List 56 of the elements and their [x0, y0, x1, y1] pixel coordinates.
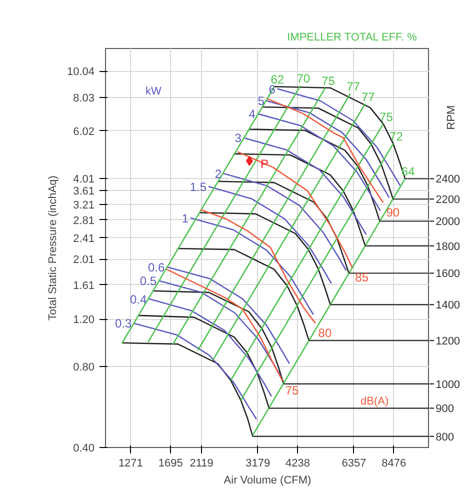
- series-label: 72: [390, 130, 404, 144]
- series-label: 5: [258, 94, 265, 108]
- y-tick-label: 0.40: [73, 442, 95, 454]
- series-label: 4: [248, 107, 256, 122]
- annotation: 1200: [436, 336, 460, 348]
- annotation: 800: [436, 431, 454, 444]
- y-tick-label: 1.20: [73, 314, 95, 326]
- y2-axis-title: RPM: [446, 105, 458, 130]
- series-label: 0.5: [140, 274, 157, 288]
- y-tick-label: 1.61: [73, 280, 95, 292]
- annotation: 900: [436, 403, 454, 416]
- annotation: 2400: [436, 174, 460, 186]
- text: IMPELLER TOTAL EFF. %: [287, 32, 418, 44]
- series-label: 77: [346, 80, 360, 94]
- x-tick-label: 8476: [382, 458, 406, 470]
- x-tick-label: 2119: [190, 458, 214, 470]
- y-tick-label: 3.21: [73, 199, 95, 212]
- x-tick-label: 1695: [158, 458, 183, 470]
- series-label: 1.5: [190, 180, 207, 194]
- annotation: 1800: [436, 240, 460, 253]
- y-tick-label: 0.80: [73, 362, 95, 374]
- series-label: 75: [285, 384, 300, 398]
- annotation: kW: [146, 86, 162, 98]
- y-tick-label: 2.41: [73, 232, 95, 245]
- series-label: 1: [182, 211, 189, 226]
- series-label: 90: [386, 206, 400, 220]
- series-label: 2: [214, 167, 222, 182]
- series-label: 0.6: [148, 260, 165, 274]
- series-label: 85: [355, 270, 369, 284]
- series-label: 0.3: [115, 316, 132, 331]
- annotation: 2000: [436, 216, 460, 228]
- y-tick-label: 10.04: [66, 66, 95, 78]
- series-label: 77: [361, 90, 376, 104]
- annotation: 2200: [436, 194, 460, 206]
- y-tick-label: 2.01: [73, 254, 95, 266]
- series-label: 70: [296, 72, 310, 86]
- y-tick-label: 8.03: [73, 92, 95, 104]
- annotation: 1400: [436, 300, 460, 312]
- annotation: dB(A): [360, 396, 389, 408]
- y-tick-label: 4.01: [73, 173, 95, 186]
- y-tick-label: 6.02: [73, 126, 95, 138]
- x-tick-label: 3179: [246, 458, 270, 470]
- x-tick-label: 4238: [285, 458, 310, 470]
- series-label: 75: [322, 74, 336, 88]
- x-tick-label: 6357: [342, 458, 366, 470]
- y-axis-title: Total Static Pressure (inchAq): [46, 176, 59, 320]
- annotation: 1600: [436, 268, 460, 280]
- series-label: 75: [380, 110, 394, 124]
- annotation: 1000: [436, 378, 460, 391]
- x-tick-label: 1271: [118, 458, 143, 470]
- series-label: 80: [318, 326, 332, 340]
- series-label: 3: [234, 131, 242, 146]
- series-label: 0.4: [130, 292, 147, 306]
- y-tick-label: 2.81: [73, 214, 95, 227]
- y-tick-label: 3.61: [73, 186, 95, 198]
- x-axis-title: Air Volume (CFM): [224, 474, 312, 486]
